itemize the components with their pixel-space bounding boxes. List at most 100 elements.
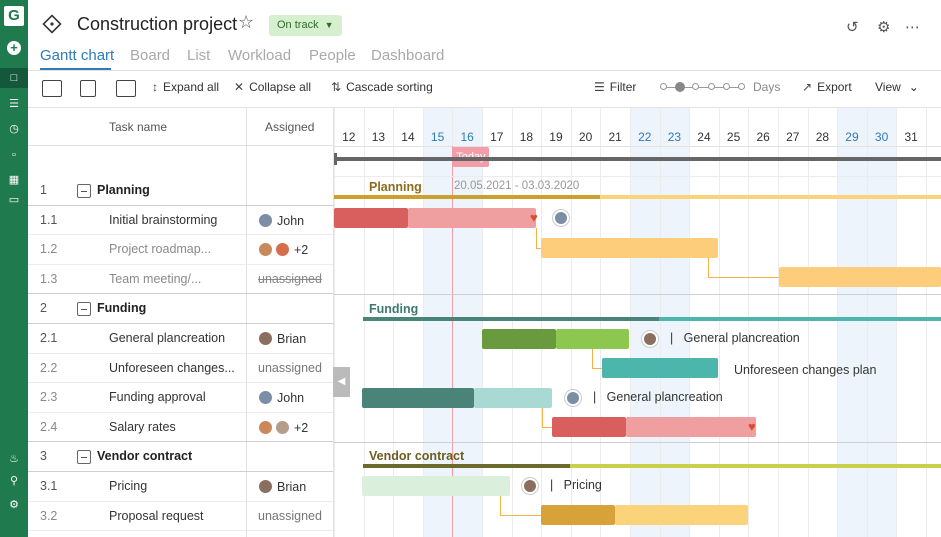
task-bar-team-meeting[interactable] bbox=[779, 267, 941, 287]
group-bar-planning-remaining[interactable] bbox=[600, 195, 941, 199]
task-bar-funding-approval[interactable] bbox=[474, 388, 552, 408]
task-name[interactable]: Project roadmap... bbox=[109, 242, 212, 257]
group-bar-funding[interactable] bbox=[363, 317, 659, 321]
assignee[interactable]: John bbox=[258, 212, 304, 228]
panel-divider[interactable] bbox=[333, 108, 334, 537]
group-label-planning[interactable]: Planning bbox=[369, 180, 422, 194]
table-row[interactable]: 3.1 Pricing Brian bbox=[28, 472, 333, 502]
group-bar-vendor-remaining[interactable] bbox=[570, 464, 941, 468]
search-icon[interactable]: ⚲ bbox=[9, 475, 19, 487]
assignee[interactable]: unassigned bbox=[258, 360, 322, 375]
table-row[interactable]: 3 Vendor contract bbox=[28, 442, 333, 472]
assignee[interactable]: unassigned bbox=[258, 508, 322, 523]
task-name[interactable]: Proposal request bbox=[109, 508, 204, 523]
tab-people[interactable]: People bbox=[309, 47, 356, 64]
table-row[interactable]: 1 Planning bbox=[28, 176, 333, 206]
group-bar-vendor[interactable] bbox=[363, 464, 570, 468]
cascade-sorting-button[interactable]: ⇅ Cascade sorting bbox=[331, 80, 433, 94]
list-icon[interactable]: ☰ bbox=[9, 98, 19, 110]
group-bar-funding-remaining[interactable] bbox=[659, 317, 941, 321]
assignee[interactable]: Brian bbox=[258, 331, 306, 346]
table-row[interactable]: 2.4 Salary rates +2 bbox=[28, 413, 333, 443]
assignee[interactable]: unassigned bbox=[258, 271, 322, 286]
add-icon[interactable]: + bbox=[7, 41, 21, 55]
checklist-icon[interactable] bbox=[42, 80, 62, 97]
group-bar-planning[interactable] bbox=[334, 195, 600, 199]
app-logo[interactable]: G bbox=[4, 6, 24, 26]
task-bar-initial-brainstorming-done[interactable] bbox=[334, 208, 408, 228]
grid-icon[interactable]: ▦ bbox=[8, 174, 20, 186]
task-name[interactable]: Pricing bbox=[109, 479, 148, 493]
tab-dashboard[interactable]: Dashboard bbox=[371, 47, 445, 64]
task-name[interactable]: Vendor contract bbox=[97, 449, 193, 464]
task-bar-salary-rates-done[interactable] bbox=[552, 417, 626, 437]
zoom-stop[interactable] bbox=[708, 83, 715, 90]
assignee[interactable]: +2 bbox=[258, 419, 308, 435]
task-bar-general-plancreation-done[interactable] bbox=[482, 329, 556, 349]
table-row[interactable]: 3.2 Proposal request unassigned bbox=[28, 502, 333, 532]
task-bar-salary-rates[interactable] bbox=[626, 417, 756, 437]
more-icon[interactable]: ⋯ bbox=[905, 19, 920, 36]
project-summary-bar[interactable] bbox=[334, 157, 941, 161]
project-title[interactable]: Construction project bbox=[77, 14, 238, 34]
filter-button[interactable]: ☰ Filter bbox=[594, 80, 636, 94]
task-name[interactable]: Team meeting/... bbox=[109, 271, 202, 286]
zoom-slider[interactable] bbox=[660, 82, 745, 92]
task-bar-funding-approval-done[interactable] bbox=[362, 388, 474, 408]
zoom-stop[interactable] bbox=[723, 83, 730, 90]
table-row[interactable]: 1.1 Initial brainstorming John bbox=[28, 206, 333, 236]
assignee[interactable]: +2 bbox=[258, 242, 308, 258]
clock-icon[interactable]: ◷ bbox=[9, 123, 19, 135]
task-name[interactable]: Unforeseen changes... bbox=[109, 360, 235, 375]
table-row[interactable]: 1.3 Team meeting/... unassigned bbox=[28, 265, 333, 295]
collapse-toggle[interactable] bbox=[77, 450, 91, 465]
bell-icon[interactable]: ♨ bbox=[9, 453, 19, 465]
assignee[interactable]: John bbox=[258, 390, 304, 406]
folder-icon[interactable]: □ bbox=[0, 68, 28, 88]
group-label-funding[interactable]: Funding bbox=[369, 302, 419, 316]
task-name[interactable]: Funding bbox=[97, 301, 147, 316]
collapse-toggle[interactable] bbox=[77, 184, 91, 198]
task-name[interactable]: General plancreation bbox=[109, 331, 226, 345]
calendar-icon[interactable] bbox=[80, 80, 96, 97]
gantt-timeline[interactable]: 12 13 14 15 16 17 18 19 20 21 22 23 24 2… bbox=[334, 108, 941, 537]
zoom-stop[interactable] bbox=[692, 83, 699, 90]
tab-board[interactable]: Board bbox=[130, 47, 171, 64]
settings-icon[interactable]: ⚙ bbox=[9, 499, 19, 511]
task-name[interactable]: Salary rates bbox=[109, 419, 176, 434]
table-row[interactable]: 2 Funding bbox=[28, 294, 333, 324]
chat-icon[interactable]: ▭ bbox=[8, 194, 20, 206]
gear-icon[interactable]: ⚙ bbox=[877, 19, 891, 36]
tab-list[interactable]: List bbox=[187, 47, 211, 64]
task-bar-pricing[interactable] bbox=[362, 476, 510, 496]
document-icon[interactable]: ▫ bbox=[12, 149, 16, 161]
zoom-handle[interactable] bbox=[675, 82, 685, 92]
export-button[interactable]: ↗ Export bbox=[802, 80, 852, 94]
collapse-toggle[interactable] bbox=[77, 302, 91, 317]
task-bar-project-roadmap[interactable] bbox=[541, 238, 718, 258]
expand-all-button[interactable]: ↕ Expand all bbox=[152, 80, 219, 94]
collapse-all-button[interactable]: ✕ Collapse all bbox=[234, 80, 311, 94]
tab-workload[interactable]: Workload bbox=[228, 47, 292, 64]
task-bar-general-plancreation[interactable] bbox=[556, 329, 629, 349]
zoom-stop[interactable] bbox=[660, 83, 667, 90]
tab-gantt-chart[interactable]: Gantt chart bbox=[40, 47, 115, 64]
table-row[interactable]: 1.2 Project roadmap... +2 bbox=[28, 235, 333, 265]
task-bar-initial-brainstorming[interactable] bbox=[408, 208, 536, 228]
star-icon[interactable]: ☆ bbox=[238, 12, 255, 32]
table-row[interactable]: 2.1 General plancreation Brian bbox=[28, 324, 333, 354]
task-bar-proposal-request-done[interactable] bbox=[541, 505, 615, 525]
col-assigned[interactable]: Assigned bbox=[265, 120, 315, 134]
hierarchy-icon[interactable] bbox=[116, 80, 136, 97]
table-row[interactable]: 2.3 Funding approval John bbox=[28, 383, 333, 413]
task-name[interactable]: Planning bbox=[97, 183, 150, 197]
task-name[interactable]: Initial brainstorming bbox=[109, 212, 218, 227]
table-row[interactable]: 2.2 Unforeseen changes... unassigned bbox=[28, 354, 333, 384]
view-dropdown[interactable]: View ⌄ bbox=[875, 80, 919, 94]
task-bar-proposal-request[interactable] bbox=[615, 505, 748, 525]
group-label-vendor[interactable]: Vendor contract bbox=[369, 449, 465, 463]
task-name[interactable]: Funding approval bbox=[109, 390, 206, 405]
col-task-name[interactable]: Task name bbox=[109, 120, 168, 134]
zoom-stop[interactable] bbox=[738, 83, 745, 90]
column-divider[interactable] bbox=[246, 108, 247, 537]
